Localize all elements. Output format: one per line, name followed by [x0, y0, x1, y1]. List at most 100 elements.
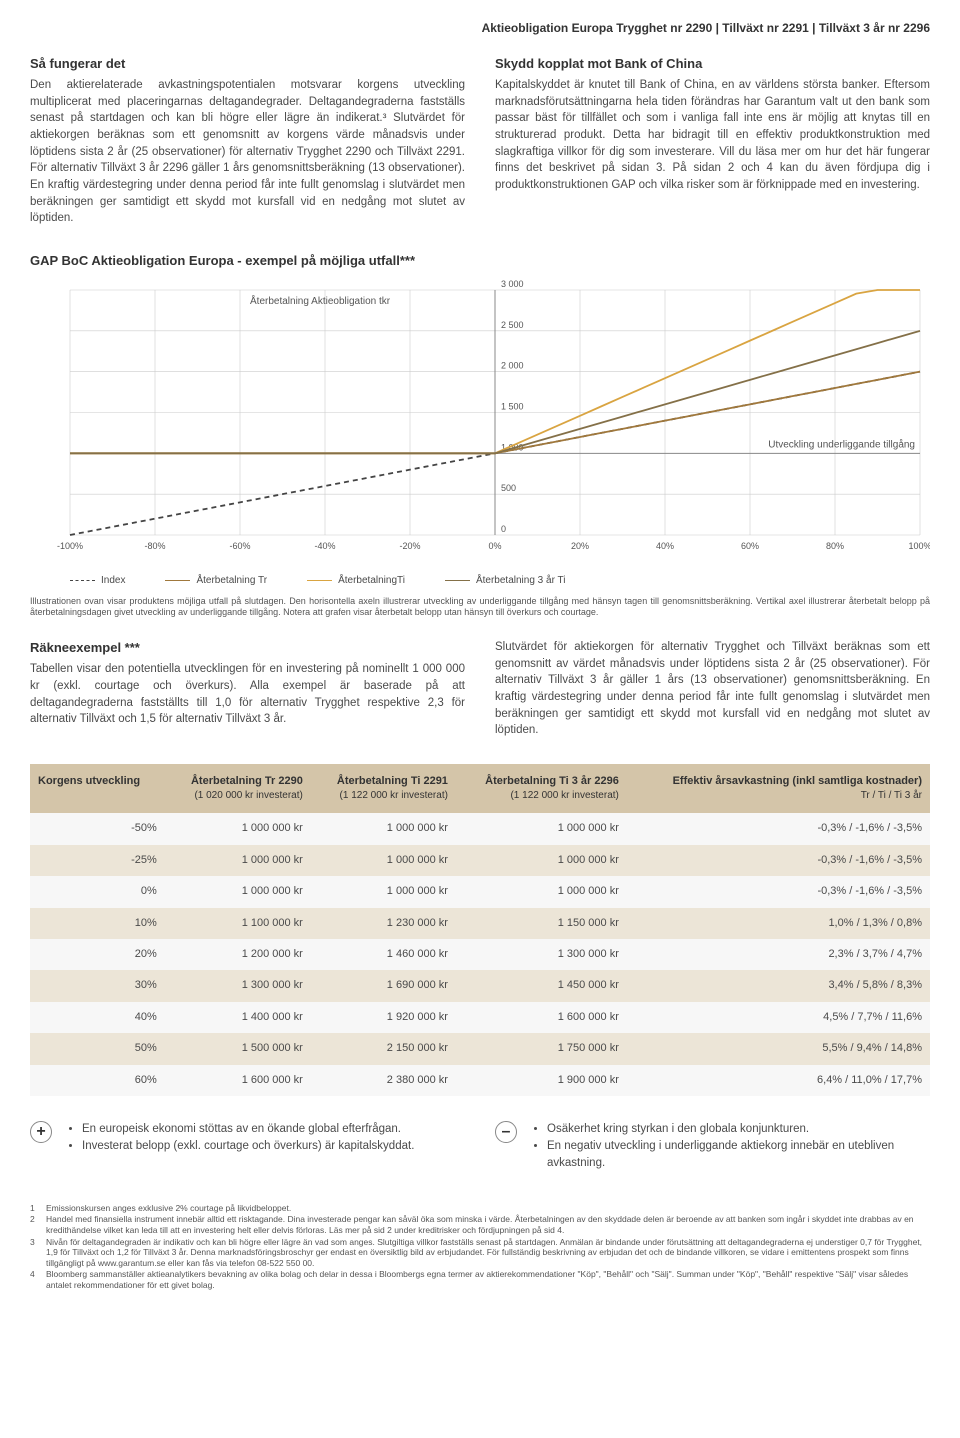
- document-header: Aktieobligation Europa Trygghet nr 2290 …: [30, 20, 930, 37]
- right-column: Skydd kopplat mot Bank of China Kapitals…: [495, 55, 930, 227]
- svg-text:60%: 60%: [741, 541, 759, 551]
- svg-text:Återbetalning Aktieobligation: Återbetalning Aktieobligation tkr: [250, 294, 391, 307]
- table-cell: 1 600 000 kr: [165, 1065, 311, 1096]
- table-cell: 1 000 000 kr: [165, 813, 311, 844]
- svg-text:-40%: -40%: [314, 541, 335, 551]
- example-left-title: Räkneexempel ***: [30, 639, 465, 657]
- table-cell: 1 750 000 kr: [456, 1033, 627, 1064]
- pro-item: En europeisk ekonomi stöttas av en ökand…: [82, 1121, 414, 1138]
- table-cell: 1 000 000 kr: [165, 876, 311, 907]
- left-body: Den aktierelaterade avkastningspotential…: [30, 77, 465, 227]
- table-cell: 2 380 000 kr: [311, 1065, 456, 1096]
- table-cell: 60%: [30, 1065, 165, 1096]
- svg-text:-20%: -20%: [399, 541, 420, 551]
- table-cell: 10%: [30, 908, 165, 939]
- svg-text:2 500: 2 500: [501, 320, 524, 330]
- footnote: 4Bloomberg sammanställer aktieanalytiker…: [30, 1269, 930, 1290]
- table-cell: 1 000 000 kr: [311, 813, 456, 844]
- table-cell: 1,0% / 1,3% / 0,8%: [627, 908, 930, 939]
- pros-box: + En europeisk ekonomi stöttas av en öka…: [30, 1121, 465, 1173]
- table-header: Effektiv årsavkastning (inkl samtliga ko…: [627, 764, 930, 813]
- chart-legend: Index Återbetalning Tr ÅterbetalningTi Åter…: [30, 574, 930, 588]
- legend-item: ÅterbetalningTi: [307, 574, 405, 588]
- table-row: 60%1 600 000 kr2 380 000 kr1 900 000 kr6…: [30, 1065, 930, 1096]
- svg-text:3 000: 3 000: [501, 280, 524, 289]
- table-row: -50%1 000 000 kr1 000 000 kr1 000 000 kr…: [30, 813, 930, 844]
- svg-text:0: 0: [501, 524, 506, 534]
- table-cell: 2 150 000 kr: [311, 1033, 456, 1064]
- chart-caption: Illustrationen ovan visar produktens möj…: [30, 596, 930, 619]
- svg-text:80%: 80%: [826, 541, 844, 551]
- cons-box: – Osäkerhet kring styrkan i den globala …: [495, 1121, 930, 1173]
- table-cell: 0%: [30, 876, 165, 907]
- svg-text:-80%: -80%: [144, 541, 165, 551]
- table-row: 20%1 200 000 kr1 460 000 kr1 300 000 kr2…: [30, 939, 930, 970]
- table-cell: 1 000 000 kr: [311, 876, 456, 907]
- table-header: Återbetalning Tr 2290(1 020 000 kr inves…: [165, 764, 311, 813]
- table-row: 10%1 100 000 kr1 230 000 kr1 150 000 kr1…: [30, 908, 930, 939]
- pro-item: Investerat belopp (exkl. courtage och öv…: [82, 1138, 414, 1155]
- svg-text:500: 500: [501, 483, 516, 493]
- footnotes: 1Emissionskursen anges exklusive 2% cour…: [30, 1203, 930, 1291]
- legend-item: Återbetalning 3 år Ti: [445, 574, 566, 588]
- table-cell: 1 920 000 kr: [311, 1002, 456, 1033]
- table-cell: 1 100 000 kr: [165, 908, 311, 939]
- table-cell: 30%: [30, 970, 165, 1001]
- table-cell: -0,3% / -1,6% / -3,5%: [627, 845, 930, 876]
- table-cell: 1 000 000 kr: [165, 845, 311, 876]
- table-cell: -25%: [30, 845, 165, 876]
- svg-text:40%: 40%: [656, 541, 674, 551]
- table-row: -25%1 000 000 kr1 000 000 kr1 000 000 kr…: [30, 845, 930, 876]
- table-cell: -50%: [30, 813, 165, 844]
- svg-text:1 500: 1 500: [501, 402, 524, 412]
- svg-text:Utveckling underliggande tillg: Utveckling underliggande tillgång: [768, 439, 915, 451]
- table-cell: 1 000 000 kr: [456, 845, 627, 876]
- table-header: Korgens utveckling: [30, 764, 165, 813]
- table-cell: -0,3% / -1,6% / -3,5%: [627, 813, 930, 844]
- table-cell: -0,3% / -1,6% / -3,5%: [627, 876, 930, 907]
- table-cell: 1 200 000 kr: [165, 939, 311, 970]
- table-cell: 1 500 000 kr: [165, 1033, 311, 1064]
- right-body: Kapitalskyddet är knutet till Bank of Ch…: [495, 77, 930, 194]
- table-row: 0%1 000 000 kr1 000 000 kr1 000 000 kr-0…: [30, 876, 930, 907]
- table-header: Återbetalning Ti 3 år 2296(1 122 000 kr …: [456, 764, 627, 813]
- table-cell: 1 000 000 kr: [311, 845, 456, 876]
- table-cell: 2,3% / 3,7% / 4,7%: [627, 939, 930, 970]
- svg-text:100%: 100%: [908, 541, 930, 551]
- table-cell: 1 450 000 kr: [456, 970, 627, 1001]
- table-cell: 1 150 000 kr: [456, 908, 627, 939]
- svg-text:0%: 0%: [488, 541, 501, 551]
- footnote: 1Emissionskursen anges exklusive 2% cour…: [30, 1203, 930, 1214]
- table-cell: 1 400 000 kr: [165, 1002, 311, 1033]
- table-cell: 40%: [30, 1002, 165, 1033]
- chart-title: GAP BoC Aktieobligation Europa - exempel…: [30, 252, 930, 270]
- example-right: Slutvärdet för aktiekorgen för alternati…: [495, 639, 930, 739]
- legend-item: Återbetalning Tr: [165, 574, 267, 588]
- table-header: Återbetalning Ti 2291(1 122 000 kr inves…: [311, 764, 456, 813]
- table-cell: 1 300 000 kr: [165, 970, 311, 1001]
- svg-text:-60%: -60%: [229, 541, 250, 551]
- footnote: 2Handel med finansiella instrument inneb…: [30, 1214, 930, 1235]
- svg-text:-100%: -100%: [57, 541, 83, 551]
- table-cell: 50%: [30, 1033, 165, 1064]
- table-cell: 1 690 000 kr: [311, 970, 456, 1001]
- con-item: En negativ utveckling i underliggande ak…: [547, 1138, 930, 1173]
- left-title: Så fungerar det: [30, 55, 465, 73]
- plus-icon: +: [30, 1121, 52, 1143]
- example-right-body: Slutvärdet för aktiekorgen för alternati…: [495, 639, 930, 739]
- example-left: Räkneexempel *** Tabellen visar den pote…: [30, 639, 465, 739]
- table-cell: 4,5% / 7,7% / 11,6%: [627, 1002, 930, 1033]
- con-item: Osäkerhet kring styrkan i den globala ko…: [547, 1121, 930, 1138]
- table-cell: 1 000 000 kr: [456, 876, 627, 907]
- table-cell: 1 230 000 kr: [311, 908, 456, 939]
- svg-text:20%: 20%: [571, 541, 589, 551]
- table-row: 40%1 400 000 kr1 920 000 kr1 600 000 kr4…: [30, 1002, 930, 1033]
- table-cell: 20%: [30, 939, 165, 970]
- outcome-table: Korgens utvecklingÅterbetalning Tr 2290(…: [30, 764, 930, 1096]
- example-left-body: Tabellen visar den potentiella utvecklin…: [30, 661, 465, 728]
- right-title: Skydd kopplat mot Bank of China: [495, 55, 930, 73]
- table-cell: 1 000 000 kr: [456, 813, 627, 844]
- legend-item: Index: [70, 574, 125, 588]
- table-cell: 6,4% / 11,0% / 17,7%: [627, 1065, 930, 1096]
- svg-text:2 000: 2 000: [501, 361, 524, 371]
